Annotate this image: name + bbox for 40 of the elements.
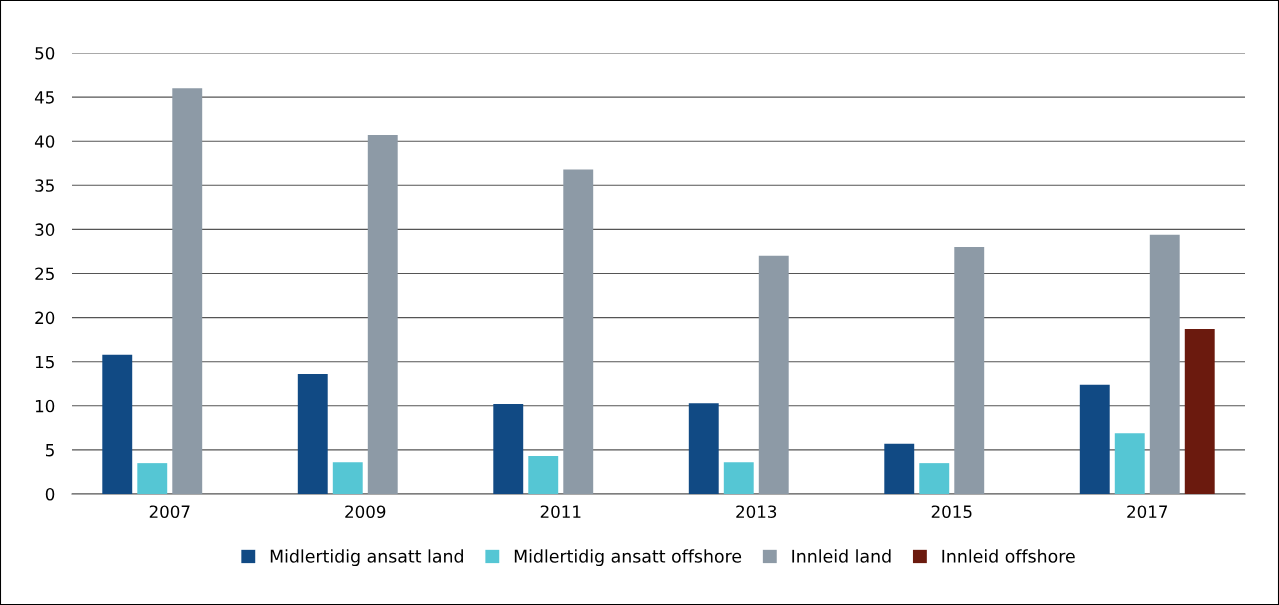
y-tick-label: 35 (35, 179, 54, 192)
bar (332, 462, 363, 494)
y-tick-label: 10 (35, 399, 55, 413)
legend-label: Innleid land (792, 549, 891, 563)
bar (884, 443, 915, 494)
x-tick-label: 2007 (149, 505, 190, 519)
legend-label: Innleid offshore (942, 549, 1075, 563)
y-tick-label: 40 (34, 135, 55, 148)
bar (172, 88, 203, 494)
y-tick-label: 45 (34, 91, 54, 104)
bar (1149, 234, 1180, 494)
y-tick-label: 15 (35, 355, 54, 369)
y-tick-label: 25 (35, 267, 54, 281)
bar (954, 247, 985, 494)
bar (102, 354, 133, 494)
y-tick-label: 5 (46, 444, 54, 457)
x-tick-label: 2017 (1127, 505, 1168, 519)
x-tick-label: 2013 (736, 505, 777, 519)
bar (758, 255, 789, 494)
x-tick-label: 2015 (931, 505, 972, 519)
bar (297, 374, 328, 494)
legend-label: Midlertidig ansatt offshore (514, 549, 742, 567)
y-tick-label: 20 (35, 311, 55, 325)
legend-label: Midlertidig ansatt land (270, 549, 463, 567)
y-tick-label: 0 (45, 487, 55, 501)
bar (563, 169, 594, 494)
bar (1079, 384, 1110, 494)
x-tick-label: 2011 (540, 505, 581, 519)
bar (493, 404, 524, 494)
bar (137, 463, 168, 494)
bar (688, 403, 719, 494)
x-tick-label: 2009 (345, 505, 386, 519)
bar (1184, 329, 1215, 494)
bar (367, 135, 398, 494)
bar (1114, 433, 1145, 494)
y-tick-label: 50 (35, 46, 55, 60)
bar (723, 462, 754, 494)
y-tick-label: 30 (35, 223, 55, 236)
bar (919, 463, 950, 494)
bar (528, 456, 559, 494)
